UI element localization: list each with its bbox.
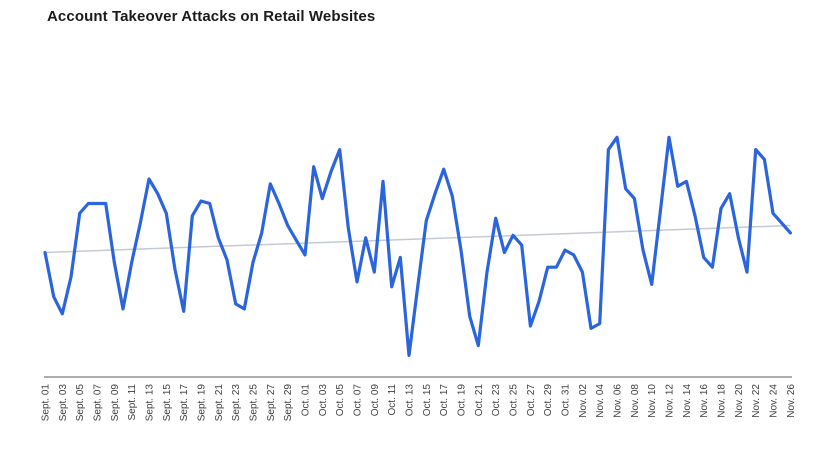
x-axis-label: Oct. 01 xyxy=(301,384,312,417)
x-axis-label: Oct. 09 xyxy=(370,384,381,417)
x-axis-label: Oct. 05 xyxy=(335,384,346,417)
x-axis-label: Nov. 12 xyxy=(665,384,676,418)
x-axis-label: Nov. 06 xyxy=(613,384,624,418)
x-axis-label: Sept. 05 xyxy=(75,384,86,422)
x-axis-label: Sept. 29 xyxy=(283,384,294,422)
x-axis-label: Sept. 17 xyxy=(179,384,190,422)
trend-line xyxy=(44,224,791,254)
x-axis-label: Nov. 20 xyxy=(734,384,745,418)
x-axis-label: Nov. 14 xyxy=(682,384,693,418)
x-axis-label: Nov. 18 xyxy=(717,384,728,418)
x-axis-label: Sept. 23 xyxy=(231,384,242,422)
x-axis-label: Sept. 01 xyxy=(41,384,52,422)
x-axis-label: Nov. 22 xyxy=(751,384,762,418)
x-axis-label: Sept. 07 xyxy=(93,384,104,422)
x-axis-label: Oct. 31 xyxy=(561,384,572,417)
attacks-line xyxy=(43,135,793,357)
x-axis-label: Oct. 21 xyxy=(474,384,485,417)
x-axis-label: Sept. 15 xyxy=(162,384,173,422)
x-axis-labels: Sept. 01 Sept. 03 Sept. 05 Sept. 07 Sept. 09… xyxy=(41,384,797,422)
x-axis-label: Sept. 09 xyxy=(110,384,121,422)
x-axis-label: Sept. 13 xyxy=(145,384,156,422)
x-axis-label: Oct. 07 xyxy=(353,384,364,417)
x-axis-label: Nov. 24 xyxy=(769,384,780,418)
x-axis-label: Sept. 11 xyxy=(127,384,138,421)
x-axis-label: Nov. 04 xyxy=(595,384,606,418)
x-axis-label: Oct. 03 xyxy=(318,384,329,417)
x-axis-label: Sept. 25 xyxy=(249,384,260,422)
x-axis-label: Oct. 23 xyxy=(491,384,502,417)
x-axis-label: Nov. 16 xyxy=(699,384,710,418)
x-axis-label: Sept. 03 xyxy=(58,384,69,422)
x-axis-label: Sept. 19 xyxy=(197,384,208,422)
x-axis-label: Oct. 27 xyxy=(526,384,537,417)
x-axis-label: Sept. 21 xyxy=(214,384,225,422)
x-axis-label: Nov. 10 xyxy=(647,384,658,418)
x-axis-label: Sept. 27 xyxy=(266,384,277,422)
x-axis-label: Oct. 13 xyxy=(405,384,416,417)
x-axis-label: Oct. 29 xyxy=(543,384,554,417)
x-axis-label: Nov. 08 xyxy=(630,384,641,418)
chart-title: Account Takeover Attacks on Retail Websi… xyxy=(47,8,376,25)
x-axis-label: Oct. 25 xyxy=(509,384,520,417)
x-axis-label: Nov. 02 xyxy=(578,384,589,418)
x-axis-label: Oct. 11 xyxy=(387,384,398,416)
x-axis-label: Oct. 15 xyxy=(422,384,433,417)
x-axis-label: Nov. 26 xyxy=(786,384,797,418)
x-axis-label: Oct. 17 xyxy=(439,384,450,417)
x-axis-label: Oct. 19 xyxy=(457,384,468,417)
